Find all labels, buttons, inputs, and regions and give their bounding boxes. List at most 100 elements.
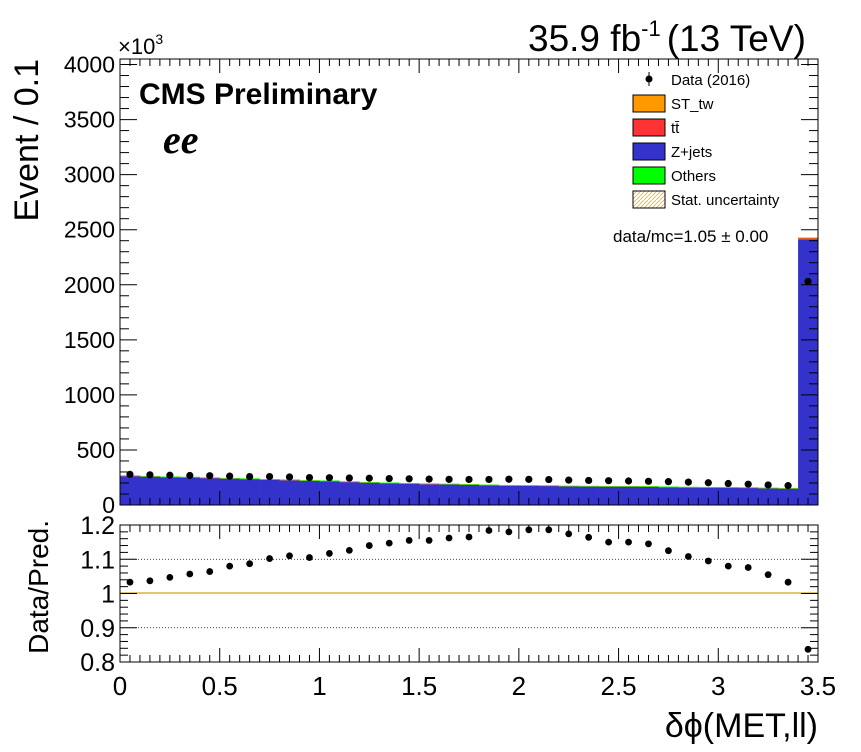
y-multiplier: ×103: [118, 31, 163, 59]
ratio-point: [186, 570, 194, 578]
data-point: [425, 475, 433, 483]
bar-Others-28: [678, 486, 699, 488]
x-tick-label: 3: [711, 671, 725, 701]
data-point: [146, 471, 154, 479]
bar-Zjets-33: [778, 488, 799, 505]
data-point: [305, 473, 314, 482]
ratio-point: [385, 539, 393, 547]
data-point: [704, 479, 712, 487]
bar-Others-22: [558, 485, 579, 487]
ratio-point: [345, 546, 353, 554]
bar-Zjets-7: [259, 479, 280, 505]
ratio-point: [266, 555, 273, 562]
legend-label: Stat. uncertainty: [671, 192, 780, 209]
data-point: [365, 474, 373, 482]
bar-Zjets-18: [478, 485, 500, 505]
y-tick-label: 1500: [64, 327, 115, 353]
legend-marker: [645, 75, 653, 83]
legend-swatch: [632, 166, 666, 185]
data-point: [226, 472, 234, 480]
data-point: [405, 475, 413, 483]
bar-Others-12: [359, 481, 380, 483]
bar-Others-23: [578, 485, 599, 487]
lumi-label: 35.9 fb-1 (13 TeV): [528, 16, 806, 59]
bar-Zjets-2: [159, 477, 181, 505]
bar-Zjets-31: [738, 488, 759, 505]
ratio-y-tick-label: 1: [101, 581, 115, 609]
bar-Zjets-27: [658, 487, 679, 505]
bar-Zjets-21: [538, 486, 560, 505]
bar-Zjets-5: [219, 478, 240, 505]
bar-Others-11: [339, 481, 360, 482]
y-tick-label: 500: [77, 437, 115, 463]
bar-Zjets-32: [758, 488, 779, 505]
data-point: [605, 477, 613, 485]
data-point: [664, 478, 673, 486]
legend-label: tt̄: [671, 120, 680, 137]
data-point: [505, 475, 513, 483]
y-tick-label: 1000: [64, 382, 115, 408]
bar-Zjets-3: [179, 477, 201, 505]
bar-Zjets-19: [498, 485, 520, 505]
bar-Zjets-20: [518, 485, 540, 505]
ratio-y-tick-label: 0.8: [80, 649, 115, 677]
main-y-axis: 0 500 1000 1500 2000 2500 3000 3500 4000: [64, 52, 818, 518]
ratio-point: [146, 577, 154, 585]
x-tick-label: 2.5: [600, 671, 636, 701]
data-point: [804, 277, 812, 286]
ratio-y-axis-label: Data/Pred.: [23, 520, 54, 654]
bar-Others-25: [618, 485, 639, 487]
x-tick-label: 2: [512, 671, 526, 701]
ratio-point: [166, 574, 174, 581]
bar-Zjets-14: [399, 483, 420, 505]
cms-label: CMS Preliminary: [139, 78, 378, 111]
ratio-point: [365, 542, 373, 549]
bar-Others-15: [419, 483, 440, 485]
bar-Zjets-10: [319, 481, 340, 505]
ratio-point: [425, 537, 433, 544]
bar-Zjets-28: [678, 487, 699, 505]
ratio-y-tick-label: 1.2: [80, 512, 115, 540]
data-point: [206, 472, 214, 480]
data-point: [744, 480, 752, 488]
ratio-point: [525, 526, 533, 534]
ratio-point: [326, 550, 333, 557]
y-tick-label: 2000: [64, 272, 115, 298]
data-point: [565, 476, 573, 484]
ratio-point: [286, 552, 293, 560]
bar-Zjets-4: [199, 478, 221, 505]
bar-Zjets-11: [339, 482, 360, 505]
ratio-point: [226, 562, 234, 570]
legend-swatch: [632, 118, 666, 137]
x-tick-label: 0: [113, 671, 127, 701]
ratio-point: [126, 578, 134, 586]
ratio-point: [565, 530, 573, 538]
bar-Zjets-26: [638, 486, 659, 505]
bar-Zjets-30: [718, 487, 739, 505]
bar-Zjets-16: [439, 484, 460, 505]
data-points: [126, 277, 812, 490]
main-plot: 0 500 1000 1500 2000 2500 3000 3500 4000 ×103 Ev…: [8, 31, 819, 518]
y-tick-label: 2500: [64, 217, 115, 243]
data-point: [345, 474, 353, 482]
ratio-point: [485, 527, 493, 534]
ratio-point: [724, 562, 732, 570]
data-point: [684, 478, 692, 486]
ratio-point: [665, 547, 672, 555]
bar-Others-20: [518, 485, 540, 486]
data-point: [764, 481, 772, 489]
y-tick-label: 4000: [64, 52, 115, 78]
x-tick-label: 1: [312, 671, 326, 701]
bar-Zjets-23: [578, 486, 599, 505]
bar-Others-16: [439, 483, 460, 485]
ratio-point: [744, 564, 752, 571]
ratio-point: [246, 560, 254, 568]
ratio-point: [505, 528, 513, 536]
data-point: [525, 475, 533, 483]
x-tick-label: 1.5: [401, 671, 437, 701]
bar-Others-14: [399, 482, 420, 484]
bar-Zjets-6: [239, 479, 260, 505]
data-point: [545, 475, 553, 484]
bar-Others-24: [598, 485, 619, 487]
